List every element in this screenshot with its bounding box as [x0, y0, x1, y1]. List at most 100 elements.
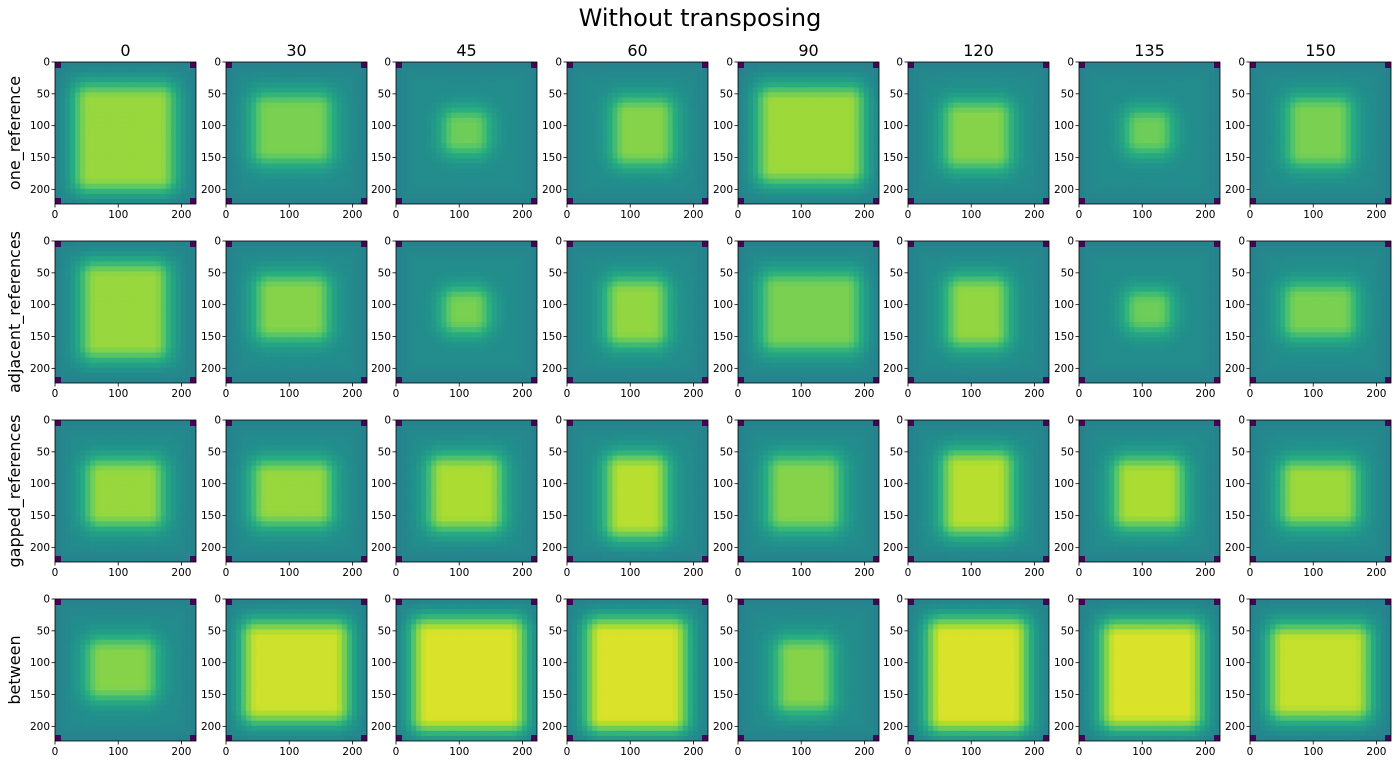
- heatmap-cell: [351, 178, 358, 185]
- heatmap-cell: [115, 148, 122, 154]
- heatmap-cell: [1184, 62, 1191, 68]
- heatmap-cell: [120, 148, 127, 154]
- heatmap-cell: [567, 127, 573, 134]
- heatmap-cell: [587, 122, 593, 129]
- heatmap-cell: [496, 143, 503, 149]
- heatmap-cell: [175, 67, 182, 73]
- heatmap-cell: [793, 148, 800, 154]
- heatmap-cell: [983, 138, 990, 144]
- heatmap-cell: [1033, 193, 1040, 200]
- heatmap-cell: [587, 117, 593, 124]
- heatmap-cell: [582, 87, 588, 94]
- heatmap-cell: [838, 122, 845, 129]
- heatmap-cell: [150, 138, 157, 144]
- heatmap-cell: [567, 183, 573, 190]
- heatmap-cell: [120, 188, 127, 195]
- heatmap-cell: [818, 178, 825, 185]
- heatmap-cell: [281, 158, 288, 165]
- heatmap-cell: [567, 133, 573, 139]
- heatmap-cell: [236, 183, 242, 190]
- heatmap-cell: [592, 117, 598, 124]
- heatmap-cell: [331, 198, 338, 204]
- heatmap-cell: [677, 127, 684, 134]
- heatmap-cell: [491, 67, 498, 73]
- heatmap-cell: [597, 117, 603, 124]
- heatmap-cell: [236, 82, 242, 88]
- heatmap-cell: [90, 107, 96, 114]
- heatmap-cell: [331, 193, 338, 200]
- heatmap-cell: [607, 163, 613, 170]
- heatmap-cell: [150, 77, 157, 83]
- heatmap-cell: [346, 193, 353, 200]
- heatmap-cell: [602, 97, 608, 104]
- heatmap-cell: [531, 92, 537, 99]
- heatmap-cell: [667, 163, 674, 170]
- heatmap-cell: [778, 183, 784, 190]
- heatmap-cell: [813, 102, 820, 109]
- heatmap-cell: [501, 97, 508, 104]
- heatmap-cell: [70, 158, 76, 165]
- heatmap-cell: [120, 87, 127, 94]
- heatmap-cell: [597, 72, 603, 78]
- heatmap-cell: [943, 168, 949, 175]
- heatmap-cell: [356, 163, 363, 170]
- heatmap-cell: [431, 178, 437, 185]
- heatmap-cell: [958, 62, 964, 68]
- heatmap-cell: [748, 193, 754, 200]
- heatmap-cell: [1169, 62, 1176, 68]
- heatmap-cell: [361, 188, 367, 195]
- heatmap-cell: [531, 133, 537, 139]
- heatmap-cell: [466, 97, 473, 104]
- heatmap-cell: [702, 158, 708, 165]
- heatmap-cell: [286, 168, 293, 175]
- heatmap-cell: [923, 92, 929, 99]
- heatmap-cell: [838, 183, 845, 190]
- heatmap-cell: [526, 92, 533, 99]
- heatmap-cell: [572, 97, 578, 104]
- heatmap-cell: [662, 178, 669, 185]
- heatmap-cell: [115, 122, 122, 129]
- heatmap-cell: [667, 193, 674, 200]
- heatmap-cell: [838, 112, 845, 119]
- heatmap-cell: [908, 112, 914, 119]
- heatmap-cell: [868, 67, 875, 73]
- heatmap-cell: [702, 117, 708, 124]
- heatmap-cell: [311, 97, 318, 104]
- heatmap-cell: [125, 183, 132, 190]
- heatmap-cell: [1038, 133, 1045, 139]
- heatmap-cell: [1159, 77, 1166, 83]
- heatmap-cell: [652, 97, 659, 104]
- heatmap-cell: [296, 153, 303, 159]
- heatmap-cell: [226, 143, 232, 149]
- heatmap-cell: [672, 133, 679, 139]
- heatmap-cell: [848, 143, 855, 149]
- heatmap-cell: [411, 198, 417, 204]
- heatmap-cell: [793, 72, 800, 78]
- heatmap-cell: [662, 173, 669, 180]
- heatmap-cell: [748, 107, 754, 114]
- heatmap-cell: [968, 117, 975, 124]
- heatmap-cell: [296, 107, 303, 114]
- heatmap-cell: [617, 87, 623, 94]
- heatmap-cell: [471, 183, 478, 190]
- heatmap-cell: [431, 82, 437, 88]
- heatmap-cell: [988, 127, 995, 134]
- heatmap-cell: [687, 148, 694, 154]
- heatmap-cell: [652, 112, 659, 119]
- heatmap-cell: [401, 127, 407, 134]
- heatmap-cell: [988, 102, 995, 109]
- heatmap-cell: [873, 77, 879, 83]
- heatmap-cell: [120, 163, 127, 170]
- heatmap-cell: [607, 87, 613, 94]
- heatmap-cell: [572, 112, 578, 119]
- corner-mask: [702, 62, 708, 68]
- heatmap-cell: [632, 148, 639, 154]
- heatmap-cell: [918, 102, 924, 109]
- heatmap-cell: [607, 67, 613, 73]
- heatmap-cell: [1003, 188, 1010, 195]
- heatmap-cell: [276, 178, 282, 185]
- heatmap-cell: [346, 153, 353, 159]
- heatmap-cell: [411, 127, 417, 134]
- heatmap-cell: [286, 72, 293, 78]
- heatmap-cell: [155, 173, 162, 180]
